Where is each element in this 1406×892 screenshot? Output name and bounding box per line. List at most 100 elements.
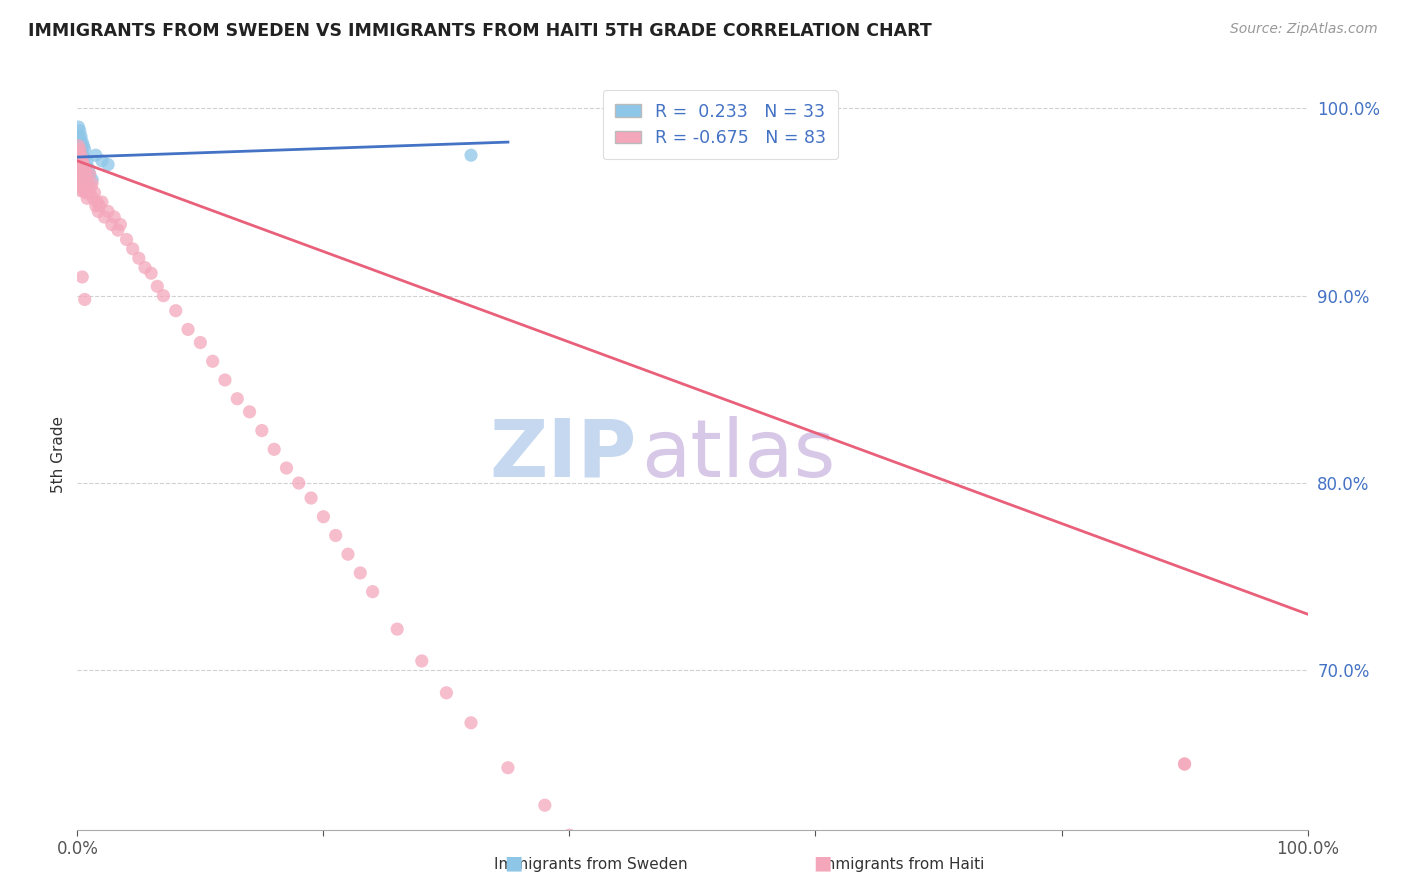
Text: IMMIGRANTS FROM SWEDEN VS IMMIGRANTS FROM HAITI 5TH GRADE CORRELATION CHART: IMMIGRANTS FROM SWEDEN VS IMMIGRANTS FRO… [28,22,932,40]
Point [460,715,482,730]
Point [70,269,93,284]
Point [70,138,93,153]
Point [76,191,98,205]
Point [90,194,114,209]
Point [385,622,409,636]
Point [134,260,156,275]
Point [79,186,101,200]
Point [69,146,91,161]
Point [67,129,90,144]
Point [69,161,91,176]
Point [89,199,111,213]
Point [67,135,90,149]
Point [337,547,360,561]
Legend: R =  0.233   N = 33, R = -0.675   N = 83: R = 0.233 N = 33, R = -0.675 N = 83 [603,90,838,160]
Point [263,442,285,457]
Point [84,148,107,162]
Point [361,584,384,599]
Point [76,176,98,190]
Text: atlas: atlas [641,416,835,494]
Point [67,167,90,181]
Point [72,157,94,171]
Point [436,686,458,700]
Point [299,491,322,505]
Point [86,194,108,209]
Point [97,157,120,171]
Point [146,279,169,293]
Point [75,167,97,181]
Point [73,176,96,190]
Point [67,153,90,168]
Point [70,153,93,168]
Point [70,148,93,162]
Point [595,855,617,869]
Point [214,373,236,387]
Point [77,161,100,176]
Point [79,167,101,181]
Point [152,288,174,302]
Point [72,170,94,185]
Point [312,509,335,524]
Point [70,129,93,144]
Point [67,138,90,153]
Point [239,405,262,419]
Point [93,210,115,224]
Text: Source: ZipAtlas.com: Source: ZipAtlas.com [1230,22,1378,37]
Text: Immigrants from Sweden: Immigrants from Sweden [494,857,688,872]
Text: ZIP: ZIP [489,416,637,494]
Point [70,172,93,186]
Point [69,153,91,168]
Text: ■: ■ [503,854,523,872]
Point [67,157,90,171]
Point [1174,756,1197,771]
Point [69,143,91,157]
Point [411,654,433,668]
Point [226,392,249,406]
Point [76,153,98,168]
Point [67,167,90,181]
Point [101,218,124,232]
Point [70,148,93,162]
Point [177,322,200,336]
Point [79,167,101,181]
Text: Immigrants from Haiti: Immigrants from Haiti [815,857,984,872]
Point [460,148,482,162]
Point [67,143,90,157]
Point [121,242,143,256]
Point [67,148,90,162]
Point [70,167,93,181]
Point [87,204,110,219]
Point [97,204,120,219]
Point [276,461,298,475]
Point [67,161,90,176]
Point [69,131,91,145]
Point [70,157,93,171]
Point [70,145,93,159]
Point [288,475,311,490]
Point [201,354,224,368]
Point [496,761,519,775]
Point [82,191,104,205]
Point [128,251,150,265]
Point [69,161,91,176]
Point [349,566,371,580]
Point [70,135,93,149]
Point [67,148,90,162]
Point [73,161,96,176]
Y-axis label: 5th Grade: 5th Grade [51,417,66,493]
Point [82,176,104,190]
Point [75,186,97,200]
Point [107,223,129,237]
Point [558,828,581,842]
Point [90,153,114,168]
Point [103,210,125,224]
Point [72,150,94,164]
Point [70,184,93,198]
Point [80,180,103,194]
Point [69,124,91,138]
Point [70,153,93,168]
Point [72,184,94,198]
Point [250,424,273,438]
Point [77,180,100,194]
Point [69,153,91,168]
